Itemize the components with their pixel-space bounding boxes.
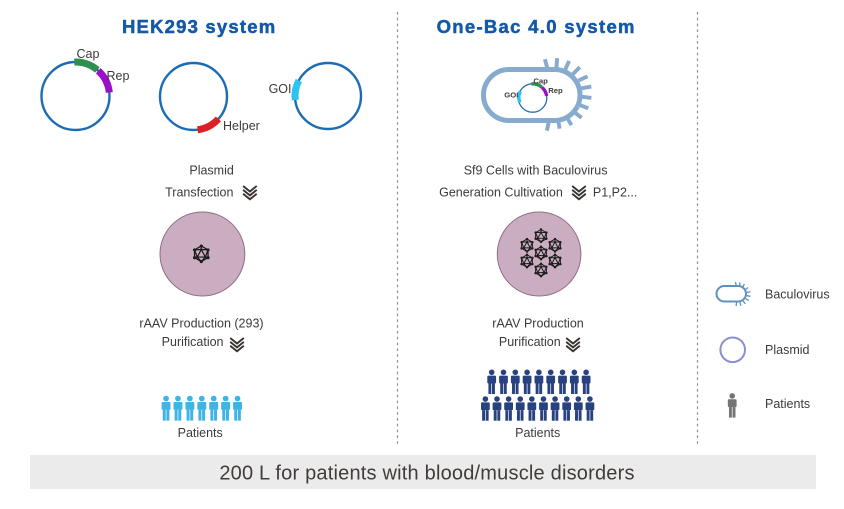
- svg-text:Helper: Helper: [223, 119, 260, 133]
- svg-text:Generation Cultivation: Generation Cultivation: [439, 185, 563, 199]
- svg-text:Baculovirus: Baculovirus: [765, 288, 830, 302]
- svg-text:Purification: Purification: [499, 335, 561, 349]
- svg-text:Patients: Patients: [515, 426, 560, 440]
- svg-text:Sf9 Cells with Baculovirus: Sf9 Cells with Baculovirus: [464, 164, 608, 178]
- svg-text:GOI: GOI: [504, 91, 518, 100]
- svg-text:Plasmid: Plasmid: [189, 164, 234, 178]
- svg-text:rAAV Production (293): rAAV Production (293): [139, 316, 263, 330]
- svg-text:HEK293 system: HEK293 system: [122, 16, 276, 37]
- svg-text:Plasmid: Plasmid: [765, 343, 810, 357]
- svg-text:Patients: Patients: [765, 397, 810, 411]
- svg-text:GOI: GOI: [269, 82, 292, 96]
- svg-text:P1,P2...: P1,P2...: [593, 185, 637, 199]
- svg-text:Purification: Purification: [162, 335, 224, 349]
- svg-text:Rep: Rep: [107, 69, 130, 83]
- svg-text:Rep: Rep: [548, 86, 563, 95]
- svg-text:Cap: Cap: [77, 47, 100, 61]
- svg-text:Patients: Patients: [178, 426, 223, 440]
- svg-text:Cap: Cap: [533, 77, 548, 86]
- svg-text:rAAV Production: rAAV Production: [492, 316, 584, 330]
- svg-text:One-Bac 4.0 system: One-Bac 4.0 system: [437, 16, 636, 37]
- svg-text:Transfection: Transfection: [165, 185, 233, 199]
- svg-text:200 L for patients with blood/: 200 L for patients with blood/muscle dis…: [219, 463, 634, 485]
